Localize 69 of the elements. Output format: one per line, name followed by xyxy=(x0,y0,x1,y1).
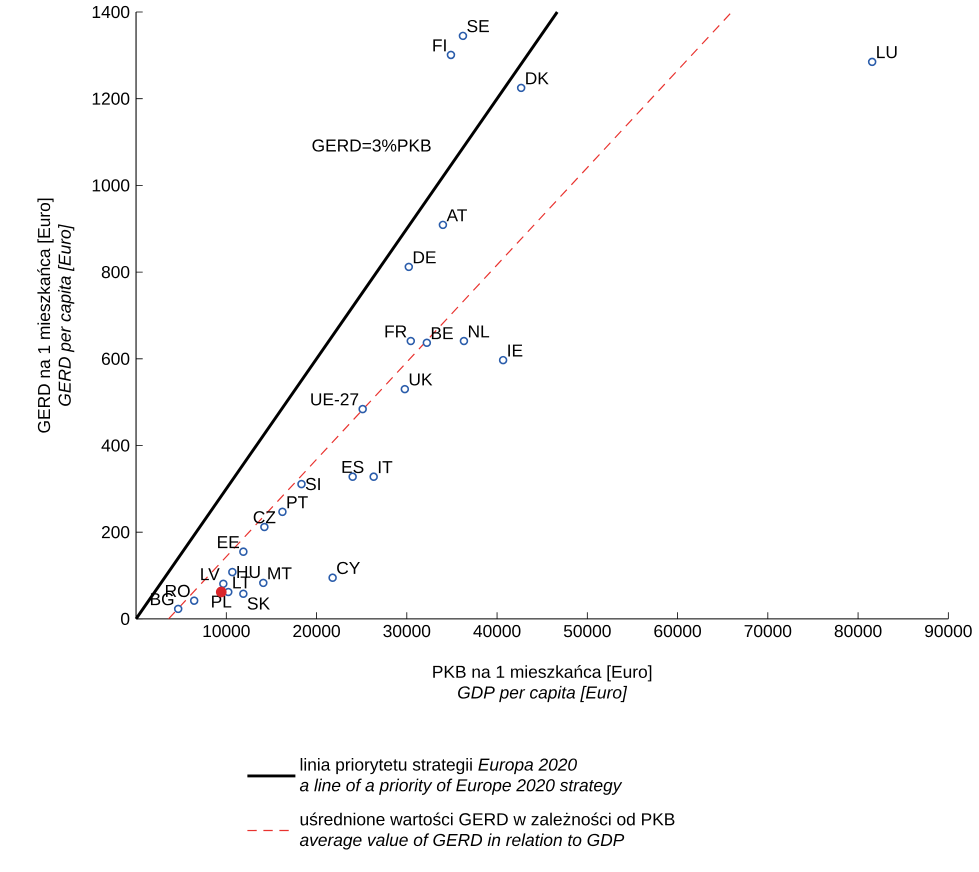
annotation: SE xyxy=(467,20,489,32)
annotation: LV xyxy=(201,568,220,580)
x-tick-label: 50000 xyxy=(564,624,611,638)
annotation: CZ xyxy=(254,510,276,524)
annotation: IE xyxy=(508,344,522,356)
point xyxy=(239,589,248,598)
x-tick-label: 40000 xyxy=(473,624,520,638)
annotation: UE-27 xyxy=(311,393,358,406)
point xyxy=(219,579,228,588)
annotation: IT xyxy=(378,461,392,473)
point xyxy=(174,604,182,614)
point xyxy=(458,31,468,40)
point xyxy=(228,568,237,576)
annotation: PL xyxy=(212,595,232,608)
x-tick-label: 20000 xyxy=(293,624,340,638)
point xyxy=(328,573,337,582)
y-tick-label: 1400 xyxy=(92,6,130,18)
y-tick-label: 600 xyxy=(102,352,130,365)
x-tick-label: 30000 xyxy=(383,624,430,638)
annotation: GERD=3%PKB xyxy=(312,139,431,152)
point xyxy=(358,404,367,414)
point xyxy=(297,480,306,488)
x-tick-label: 10000 xyxy=(204,624,250,638)
annotation: NL xyxy=(468,325,490,338)
x-tick-label: 80000 xyxy=(834,624,882,638)
point xyxy=(406,336,416,346)
annotation: DE xyxy=(414,251,436,264)
annotation: CY xyxy=(337,562,360,574)
point xyxy=(460,336,468,346)
annotation: FI xyxy=(433,39,446,52)
x-tick-label: 90000 xyxy=(925,624,972,638)
x-tick-label: 60000 xyxy=(654,624,701,638)
point xyxy=(868,57,876,66)
annotation: AT xyxy=(446,209,467,222)
annotation: UK xyxy=(410,373,432,386)
annotation: FR xyxy=(385,325,406,338)
y-tick-label: 0 xyxy=(121,612,130,625)
point xyxy=(516,83,526,92)
annotation: DK xyxy=(526,72,549,84)
annotation: SK xyxy=(248,597,270,610)
annotation: ES xyxy=(342,460,364,473)
point xyxy=(446,50,456,60)
annotation: SI xyxy=(306,478,320,490)
annotation: LU xyxy=(877,46,897,58)
point xyxy=(438,220,448,229)
y-tick-label: 1200 xyxy=(92,92,130,105)
point xyxy=(259,578,268,588)
point xyxy=(400,384,410,394)
y-axis-title: GERD na 1 mieszkańca [Euro] GERD per capita [Euro] xyxy=(37,198,74,432)
legend-label: uśrednione wartości GERD w zależności od PKB average value of GERD in relation to GDP xyxy=(300,812,674,850)
point xyxy=(404,262,414,272)
point xyxy=(239,547,248,556)
point xyxy=(190,596,198,605)
point xyxy=(278,507,287,516)
annotation: MT xyxy=(268,567,292,580)
x-axis-title: PKB na 1 mieszkańca [Euro] GDP per capita [Euro] xyxy=(433,664,652,702)
annotation: LT xyxy=(233,576,250,588)
point xyxy=(498,356,508,364)
annotation: PT xyxy=(287,496,308,508)
annotation: HU xyxy=(237,566,260,578)
y-tick-label: 1000 xyxy=(92,179,130,192)
legend-label: linia priorytetu strategii Europa 2020 a line of a priority of Europe 2020 strategy xyxy=(300,758,622,795)
annotation: EE xyxy=(218,536,240,548)
y-tick-label: 200 xyxy=(102,526,130,538)
point xyxy=(422,338,432,347)
point xyxy=(369,472,378,481)
y-tick-label: 800 xyxy=(102,266,130,278)
y-tick-label: 400 xyxy=(101,439,130,452)
x-tick-label: 70000 xyxy=(744,624,792,638)
